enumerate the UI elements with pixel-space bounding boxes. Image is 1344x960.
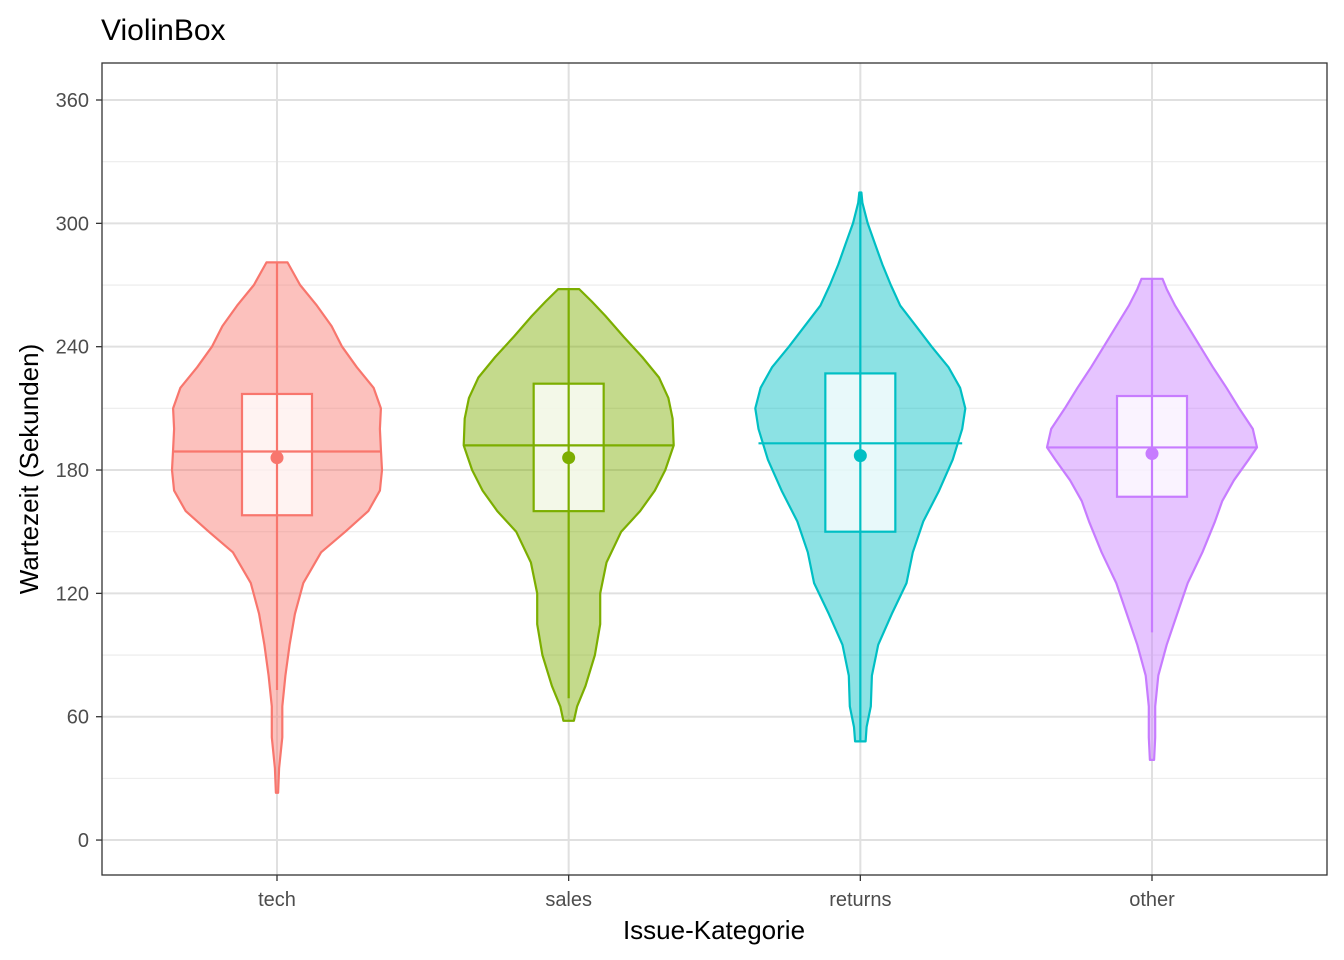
boxplots <box>173 192 1257 742</box>
mean-point-tech <box>270 451 284 465</box>
chart-title: ViolinBox <box>101 14 226 47</box>
y-axis: 0 60 120 180 240 300 360 <box>56 90 102 852</box>
mean-point-returns <box>853 449 867 463</box>
y-tick-label: 60 <box>67 707 89 729</box>
y-tick-label: 300 <box>56 213 89 235</box>
mean-point-sales <box>562 451 576 465</box>
x-tick-label: sales <box>545 889 592 911</box>
y-tick-label: 360 <box>56 90 89 112</box>
y-tick-label: 0 <box>78 830 89 852</box>
y-tick-label: 180 <box>56 460 89 482</box>
y-tick-label: 120 <box>56 583 89 605</box>
y-axis-title: Wartezeit (Sekunden) <box>14 344 44 594</box>
x-axis: tech sales returns other <box>258 875 1175 911</box>
x-tick-label: tech <box>258 889 296 911</box>
x-axis-title: Issue-Kategorie <box>623 915 805 945</box>
x-tick-label: returns <box>829 889 891 911</box>
y-tick-label: 240 <box>56 337 89 359</box>
mean-point-other <box>1145 447 1159 461</box>
x-tick-label: other <box>1129 889 1175 911</box>
plot-panel-border <box>101 62 1328 876</box>
